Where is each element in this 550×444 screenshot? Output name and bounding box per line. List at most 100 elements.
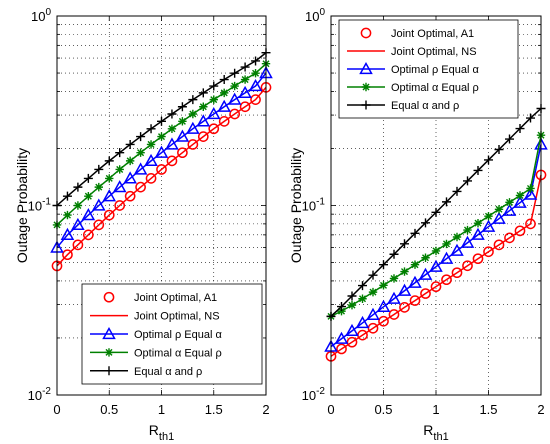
data-point xyxy=(368,270,378,280)
data-point xyxy=(493,239,505,251)
legend-marker xyxy=(361,100,371,110)
data-point xyxy=(484,155,493,165)
chart-panel-1: 0 0.5 1 1.5 2 10-2 10-1 100 Outage Probability Rt… xyxy=(14,7,273,443)
data-point xyxy=(154,145,169,158)
x-tick-label: 0.5 xyxy=(374,402,392,417)
legend-marker xyxy=(361,82,371,92)
data-point xyxy=(430,281,442,293)
data-point xyxy=(251,56,261,66)
chart-panel-2: 0 0.5 1 1.5 2 10-2 10-1 100 Outage Probability Rt… xyxy=(288,7,548,443)
x-tick-label: 0.5 xyxy=(100,402,118,417)
data-point xyxy=(167,124,177,133)
data-point xyxy=(473,165,483,175)
legend-label: Optimal ρ Equal α xyxy=(391,64,479,76)
data-point xyxy=(125,139,135,149)
data-point xyxy=(93,219,105,231)
data-point xyxy=(471,227,485,240)
legend-item: Equal α and ρ xyxy=(347,100,459,112)
data-point xyxy=(208,123,220,135)
data-point xyxy=(355,315,370,329)
data-point xyxy=(399,302,410,313)
data-point xyxy=(175,129,190,142)
data-point xyxy=(472,253,484,265)
legend-item: Joint Optimal, NS xyxy=(347,46,477,58)
data-point xyxy=(144,153,158,167)
data-point xyxy=(92,198,106,211)
x-tick-label: 1 xyxy=(432,402,439,417)
data-point xyxy=(514,225,526,237)
y-axis-label: Outage Probability xyxy=(288,148,304,263)
data-point xyxy=(484,212,493,221)
data-point xyxy=(452,232,462,242)
data-point xyxy=(177,102,187,112)
data-point xyxy=(104,156,114,166)
data-point xyxy=(83,173,93,183)
data-point xyxy=(165,137,179,150)
legend-marker xyxy=(103,291,115,303)
legend-label: Joint Optimal, A1 xyxy=(134,292,217,304)
series-2 xyxy=(56,86,267,267)
data-point xyxy=(219,75,229,85)
data-point xyxy=(368,287,378,297)
data-point xyxy=(379,260,388,270)
series-4 xyxy=(326,130,546,321)
data-point xyxy=(124,190,136,202)
series-line xyxy=(330,144,542,348)
legend-item: Optimal ρ Equal α xyxy=(90,326,222,341)
data-point xyxy=(408,275,422,288)
data-point xyxy=(73,182,83,192)
data-point xyxy=(421,253,430,262)
data-point xyxy=(334,331,349,344)
series-line xyxy=(330,174,542,357)
data-point xyxy=(505,198,514,207)
legend-item: Equal α and ρ xyxy=(90,366,202,378)
series-line xyxy=(56,86,267,267)
data-point xyxy=(227,92,242,105)
data-point xyxy=(146,140,156,149)
data-point xyxy=(504,232,515,244)
data-point xyxy=(240,75,250,84)
data-point xyxy=(387,291,401,304)
x-tick-label: 2 xyxy=(537,402,544,417)
legend-item: Optimal ρ Equal α xyxy=(347,61,479,76)
data-point xyxy=(410,260,420,269)
data-point xyxy=(494,144,504,154)
data-point xyxy=(63,210,72,220)
data-point xyxy=(441,274,452,286)
data-point xyxy=(429,259,443,272)
series-5 xyxy=(326,103,546,321)
data-point xyxy=(60,227,75,241)
data-point xyxy=(523,187,538,200)
data-point xyxy=(157,116,166,126)
data-point xyxy=(177,147,188,159)
data-point xyxy=(400,267,409,276)
data-point xyxy=(196,114,211,127)
data-point xyxy=(156,164,167,175)
series-line xyxy=(56,72,267,249)
data-point xyxy=(94,164,104,174)
data-point xyxy=(376,299,391,312)
legend-label: Equal α and ρ xyxy=(391,100,459,112)
data-point xyxy=(136,148,145,157)
data-point xyxy=(388,309,400,320)
data-point xyxy=(146,124,156,134)
y-tick-label: 100 xyxy=(305,7,325,24)
data-point xyxy=(167,109,177,119)
data-point xyxy=(462,260,473,272)
legend-marker xyxy=(359,61,373,75)
data-point xyxy=(178,117,187,126)
data-point xyxy=(251,69,260,78)
y-tick-label: 100 xyxy=(31,7,51,24)
data-point xyxy=(502,203,517,216)
data-point xyxy=(345,323,359,337)
data-point xyxy=(105,174,114,183)
legend-label: Joint Optimal, NS xyxy=(134,311,220,323)
data-point xyxy=(463,176,472,186)
data-point xyxy=(451,267,463,279)
data-point xyxy=(83,229,94,241)
data-point xyxy=(115,148,125,158)
data-point xyxy=(145,173,157,184)
data-point xyxy=(238,85,252,99)
y-tick-label: 10-2 xyxy=(28,386,52,403)
